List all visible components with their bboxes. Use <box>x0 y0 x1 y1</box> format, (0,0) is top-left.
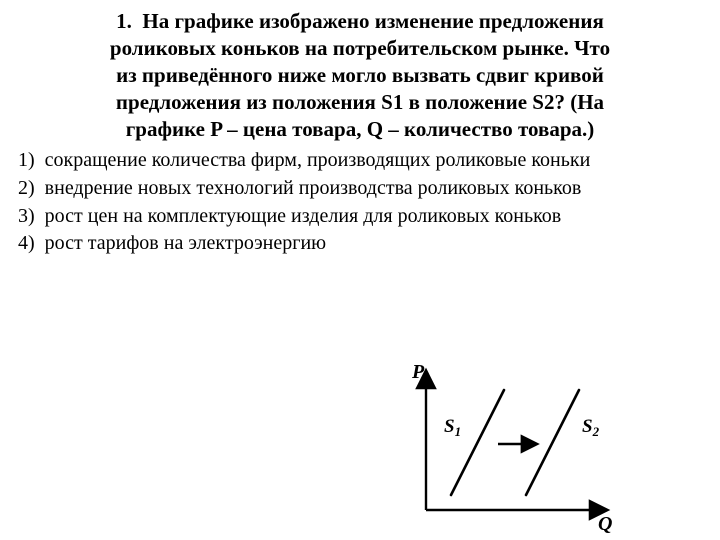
option-4: 4) рост тарифов на электроэнергию <box>18 231 702 257</box>
option-1: 1) сокращение количества фирм, производя… <box>18 148 702 174</box>
question-line-0: На графике изображено изменение предложе… <box>142 9 603 33</box>
option-2: 2) внедрение новых технологий производст… <box>18 176 702 202</box>
option-2-text: внедрение новых технологий производства … <box>45 177 582 199</box>
question-number: 1. <box>116 9 132 33</box>
svg-text:Q: Q <box>598 513 612 535</box>
question-title: 1. На графике изображено изменение предл… <box>18 8 702 142</box>
option-1-number: 1) <box>18 149 35 171</box>
supply-chart: PQS1S2 <box>396 360 626 535</box>
option-1-text: сокращение количества фирм, производящих… <box>45 149 591 171</box>
option-2-number: 2) <box>18 177 35 199</box>
svg-text:P: P <box>411 361 425 383</box>
question-line-4: графике P – цена товара, Q – количество … <box>126 117 595 141</box>
option-4-number: 4) <box>18 232 35 254</box>
question-line-2: из приведённого ниже могло вызвать сдвиг… <box>116 63 604 87</box>
option-3: 3) рост цен на комплектующие изделия для… <box>18 204 702 230</box>
question-line-3: предложения из положения S1 в положение … <box>116 90 604 114</box>
question-line-1: роликовых коньков на потребительском рын… <box>110 36 610 60</box>
supply-chart-svg: PQS1S2 <box>396 360 626 535</box>
option-3-text: рост цен на комплектующие изделия для ро… <box>45 205 562 227</box>
option-4-text: рост тарифов на электроэнергию <box>45 232 326 254</box>
page: 1. На графике изображено изменение предл… <box>0 0 720 540</box>
option-3-number: 3) <box>18 205 35 227</box>
